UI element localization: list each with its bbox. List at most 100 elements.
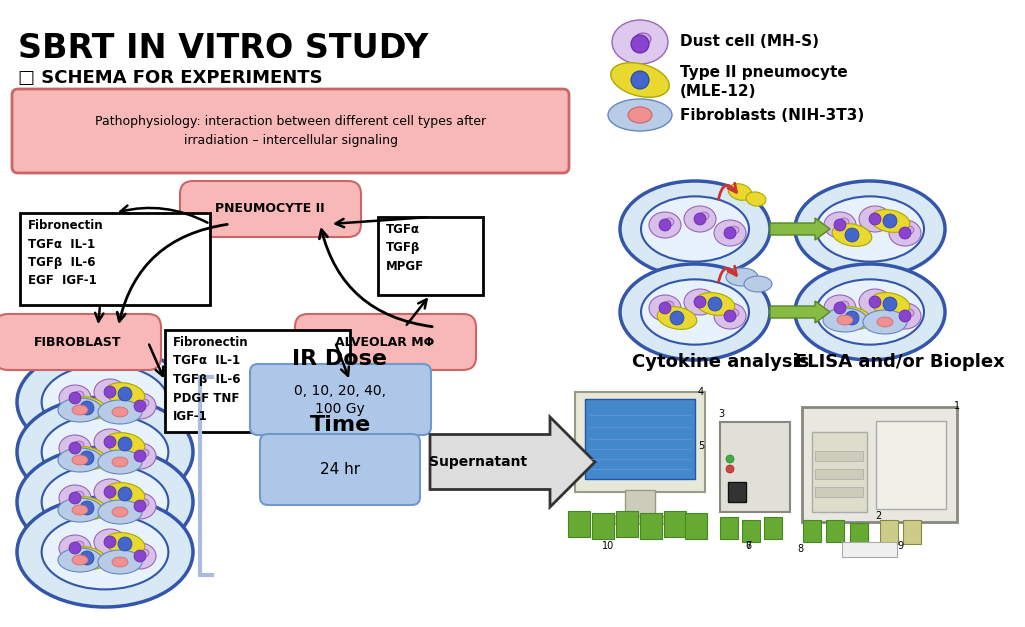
- Bar: [165, 330, 350, 432]
- Ellipse shape: [641, 280, 749, 345]
- Text: Time: Time: [310, 415, 371, 435]
- Ellipse shape: [726, 268, 758, 286]
- Ellipse shape: [42, 364, 168, 440]
- Ellipse shape: [112, 507, 128, 517]
- Ellipse shape: [837, 315, 853, 325]
- Ellipse shape: [42, 465, 168, 539]
- Ellipse shape: [74, 391, 84, 399]
- Ellipse shape: [746, 192, 766, 206]
- Bar: [592, 513, 614, 539]
- Text: 5: 5: [698, 441, 704, 451]
- Circle shape: [670, 311, 684, 325]
- FancyBboxPatch shape: [0, 314, 161, 370]
- Ellipse shape: [611, 63, 669, 97]
- Bar: [764, 517, 782, 539]
- Ellipse shape: [109, 435, 119, 443]
- Ellipse shape: [58, 398, 102, 422]
- Text: ELISA and/or Bioplex: ELISA and/or Bioplex: [795, 353, 1004, 371]
- Text: Fibronectin
TGFα  IL-1
TGFβ  IL-6
PDGF TNF
IGF-1: Fibronectin TGFα IL-1 TGFβ IL-6 PDGF TNF…: [173, 336, 249, 423]
- Ellipse shape: [109, 485, 119, 493]
- Ellipse shape: [714, 220, 746, 246]
- Circle shape: [883, 214, 897, 228]
- Ellipse shape: [112, 557, 128, 567]
- Ellipse shape: [628, 107, 652, 123]
- Bar: [826, 520, 844, 542]
- Ellipse shape: [874, 212, 884, 220]
- Ellipse shape: [106, 483, 145, 505]
- Bar: [625, 490, 655, 522]
- Bar: [812, 432, 867, 512]
- Circle shape: [869, 213, 882, 225]
- Ellipse shape: [699, 295, 709, 303]
- Circle shape: [724, 310, 736, 322]
- FancyBboxPatch shape: [180, 181, 361, 237]
- Circle shape: [80, 451, 94, 465]
- Ellipse shape: [729, 309, 739, 317]
- Circle shape: [834, 302, 846, 314]
- Ellipse shape: [664, 301, 674, 309]
- Ellipse shape: [72, 405, 88, 415]
- Text: PNEUMOCYTE II: PNEUMOCYTE II: [215, 203, 325, 216]
- Circle shape: [659, 219, 671, 231]
- Text: Cytokine analysis: Cytokine analysis: [632, 353, 810, 371]
- Circle shape: [80, 551, 94, 565]
- Circle shape: [134, 400, 146, 412]
- Ellipse shape: [74, 541, 84, 549]
- Ellipse shape: [714, 303, 746, 329]
- Bar: [585, 399, 695, 479]
- Ellipse shape: [98, 500, 142, 524]
- Text: Supernatant: Supernatant: [428, 455, 527, 469]
- Ellipse shape: [68, 446, 107, 470]
- FancyBboxPatch shape: [12, 89, 569, 173]
- Ellipse shape: [112, 407, 128, 417]
- Circle shape: [134, 500, 146, 512]
- Bar: [803, 520, 821, 542]
- Ellipse shape: [728, 184, 751, 201]
- Bar: [842, 542, 897, 557]
- Text: □ SCHEMA FOR EXPERIMENTS: □ SCHEMA FOR EXPERIMENTS: [18, 69, 323, 87]
- Circle shape: [118, 537, 132, 551]
- Text: Fibronectin
TGFα  IL-1
TGFβ  IL-6
EGF  IGF-1: Fibronectin TGFα IL-1 TGFβ IL-6 EGF IGF-…: [28, 219, 104, 288]
- Circle shape: [631, 35, 649, 53]
- Text: ALVEOLAR MΦ: ALVEOLAR MΦ: [335, 335, 435, 349]
- Bar: [378, 217, 483, 295]
- FancyBboxPatch shape: [250, 364, 430, 435]
- Circle shape: [69, 392, 81, 404]
- Circle shape: [69, 442, 81, 454]
- Ellipse shape: [695, 293, 735, 315]
- Ellipse shape: [889, 220, 921, 246]
- Ellipse shape: [904, 226, 914, 234]
- Ellipse shape: [109, 535, 119, 543]
- FancyArrow shape: [430, 417, 594, 507]
- Ellipse shape: [106, 532, 145, 556]
- Text: Pathophysiology: interaction between different cell types after
irradiation – in: Pathophysiology: interaction between dif…: [95, 115, 486, 147]
- Circle shape: [80, 501, 94, 515]
- Ellipse shape: [795, 181, 945, 277]
- Ellipse shape: [859, 206, 891, 232]
- Text: 4: 4: [698, 387, 704, 397]
- Ellipse shape: [42, 515, 168, 589]
- Ellipse shape: [649, 212, 681, 238]
- Ellipse shape: [59, 385, 91, 411]
- Ellipse shape: [649, 295, 681, 321]
- Ellipse shape: [106, 433, 145, 455]
- Circle shape: [659, 302, 671, 314]
- Bar: [664, 511, 686, 537]
- Ellipse shape: [59, 435, 91, 461]
- Ellipse shape: [729, 226, 739, 234]
- Circle shape: [80, 401, 94, 415]
- Bar: [742, 520, 760, 542]
- Ellipse shape: [863, 310, 907, 334]
- Circle shape: [134, 450, 146, 462]
- Ellipse shape: [98, 450, 142, 474]
- Ellipse shape: [657, 307, 697, 329]
- Circle shape: [899, 310, 911, 322]
- Bar: [815, 487, 863, 497]
- Circle shape: [631, 71, 649, 89]
- Ellipse shape: [870, 209, 910, 233]
- Ellipse shape: [824, 212, 856, 238]
- Circle shape: [69, 492, 81, 504]
- Bar: [876, 421, 946, 509]
- Ellipse shape: [824, 295, 856, 321]
- Circle shape: [845, 228, 859, 242]
